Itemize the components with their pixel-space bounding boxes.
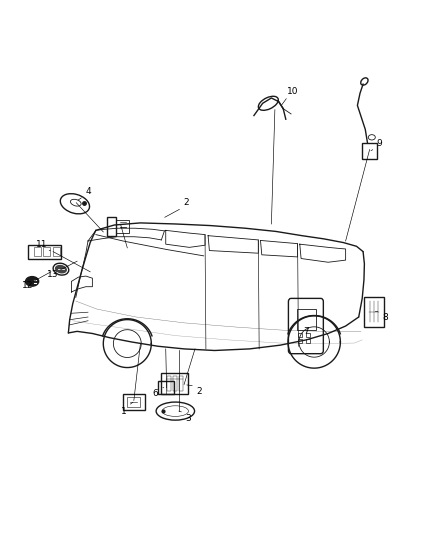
Text: 12: 12	[22, 280, 33, 289]
Bar	[28, 245, 61, 259]
Ellipse shape	[55, 265, 67, 273]
Bar	[117, 220, 129, 233]
Text: 6: 6	[153, 389, 159, 398]
Bar	[161, 373, 187, 394]
Text: 2: 2	[184, 198, 189, 207]
Text: 8: 8	[382, 312, 388, 321]
Text: 3: 3	[186, 414, 191, 423]
Bar	[173, 376, 177, 391]
Ellipse shape	[25, 277, 39, 286]
Bar	[362, 143, 378, 159]
Bar	[127, 397, 141, 407]
Text: 1: 1	[121, 407, 127, 416]
Bar	[158, 381, 173, 394]
Bar	[179, 376, 183, 391]
Bar	[166, 376, 171, 391]
Text: 13: 13	[47, 270, 59, 279]
Bar	[53, 247, 60, 256]
Bar	[107, 217, 117, 236]
Text: 7: 7	[304, 327, 309, 336]
Bar	[123, 394, 145, 410]
Bar	[43, 247, 50, 256]
Bar	[364, 297, 384, 327]
Text: 2: 2	[197, 387, 202, 396]
Text: 4: 4	[85, 187, 91, 196]
Text: 9: 9	[377, 139, 382, 148]
Bar	[34, 247, 41, 256]
Bar	[297, 309, 316, 330]
Text: 10: 10	[286, 86, 298, 95]
Text: 11: 11	[36, 240, 48, 249]
